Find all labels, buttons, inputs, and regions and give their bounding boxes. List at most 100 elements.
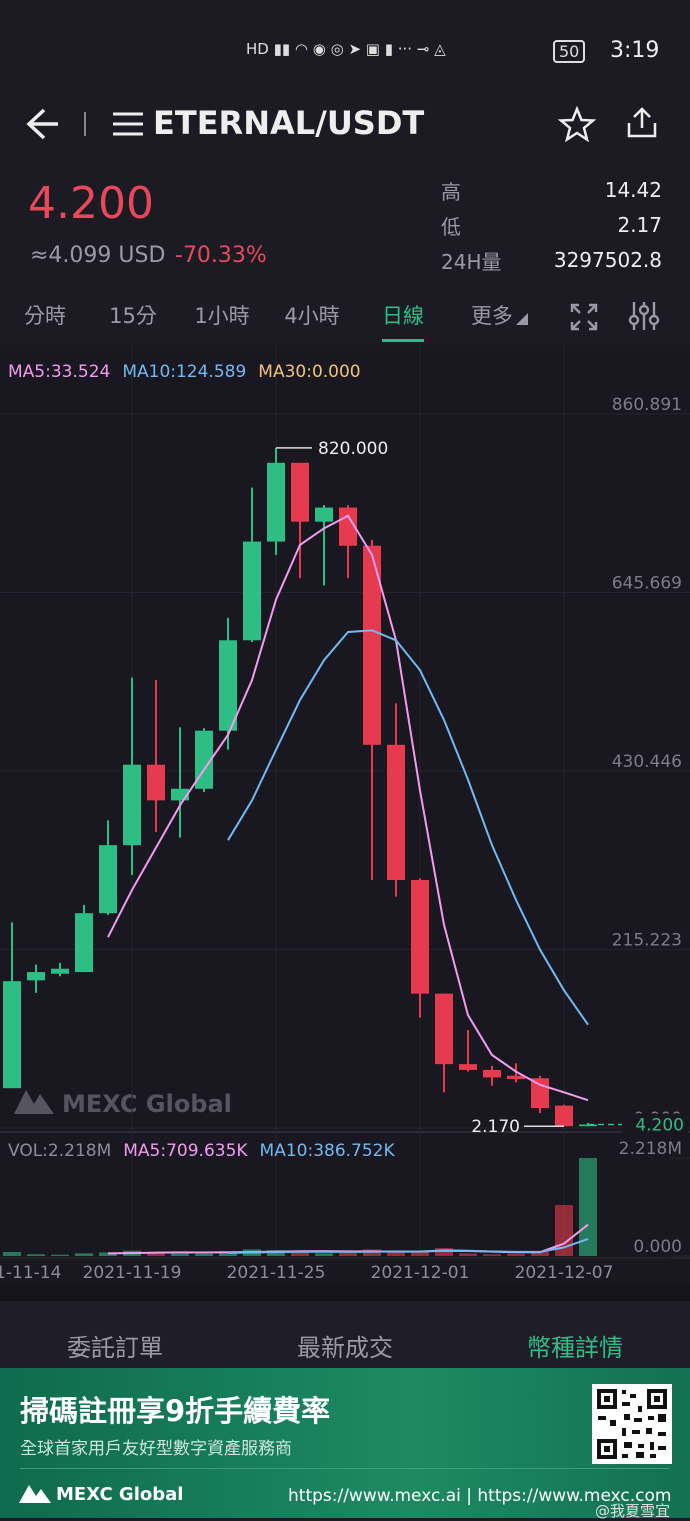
legend-entry: MA5:33.524 bbox=[8, 362, 110, 382]
legend-entry: MA30:0.000 bbox=[258, 362, 360, 382]
stat-value: 3297502.8 bbox=[553, 248, 662, 272]
volume-bar bbox=[339, 1252, 357, 1256]
kline-chart: MEXC Global 2021-11-14 2021-11-19 2021-11-… bbox=[0, 345, 690, 1285]
candle-body bbox=[3, 981, 21, 1089]
volume-bar bbox=[579, 1158, 597, 1256]
fullscreen-icon[interactable] bbox=[570, 303, 598, 331]
volume-bar bbox=[315, 1253, 333, 1256]
qr-code[interactable] bbox=[592, 1384, 672, 1464]
more-arrow bbox=[516, 313, 528, 325]
watermark: MEXC Global bbox=[14, 1090, 232, 1118]
bottom-tabs-bg bbox=[0, 1301, 690, 1368]
volume-bar bbox=[507, 1253, 525, 1256]
volume-title: VOL:2.218M bbox=[8, 1141, 111, 1161]
candle-body bbox=[555, 1105, 573, 1127]
candle-body bbox=[99, 845, 117, 914]
candle-body bbox=[387, 744, 405, 880]
candle-body bbox=[267, 462, 285, 542]
interval-tab[interactable]: 日線 bbox=[382, 300, 424, 342]
promo-banner[interactable]: 掃碼註冊享9折手續費率 全球首家用戶友好型數字資產服務商 MEXC Global… bbox=[0, 1368, 690, 1520]
candle-body bbox=[195, 730, 213, 789]
interval-tab[interactable]: 4小時 bbox=[284, 304, 340, 328]
y-tick-label: 215.223 bbox=[612, 930, 682, 950]
interval-tab[interactable]: 15分 bbox=[109, 304, 157, 328]
candle-body bbox=[243, 541, 261, 641]
candle-body bbox=[219, 640, 237, 731]
stat-value: 2.17 bbox=[617, 213, 662, 237]
y-tick-label: 860.891 bbox=[612, 395, 682, 415]
candle-body bbox=[171, 788, 189, 801]
banner-subtitle: 全球首家用戶友好型數字資產服務商 bbox=[20, 1439, 292, 1459]
volume-bar bbox=[411, 1252, 429, 1256]
volume-bar bbox=[75, 1253, 93, 1256]
x-tick-label: 2021-11-25 bbox=[227, 1263, 326, 1283]
y-tick-label: 645.669 bbox=[612, 573, 682, 593]
candle-body bbox=[435, 993, 453, 1065]
back-button[interactable] bbox=[24, 106, 64, 142]
last-price: 4.200 bbox=[28, 178, 154, 229]
vol-tick-label: 0.000 bbox=[633, 1237, 682, 1257]
clock: 3:19 bbox=[610, 38, 660, 63]
candle-body bbox=[123, 764, 141, 846]
y-tick-label: 430.446 bbox=[612, 752, 682, 772]
bottom-tab[interactable]: 幣種詳情 bbox=[527, 1334, 623, 1362]
candle-body bbox=[51, 968, 69, 974]
x-tick-label: 2021-12-07 bbox=[515, 1263, 614, 1283]
last-price-label: 4.200 bbox=[635, 1116, 684, 1136]
divider bbox=[84, 112, 86, 136]
candle-body bbox=[459, 1064, 477, 1070]
volume-bar bbox=[51, 1254, 69, 1256]
candle-body bbox=[579, 1124, 597, 1127]
favorite-icon[interactable] bbox=[558, 106, 596, 142]
watermark-text: MEXC Global bbox=[62, 1090, 232, 1118]
more-tab[interactable]: 更多 bbox=[471, 304, 513, 328]
change: -70.33% bbox=[175, 243, 267, 268]
volume-bar bbox=[435, 1248, 453, 1256]
stat-label: 高 bbox=[441, 180, 461, 204]
bottom-tab[interactable]: 委託訂單 bbox=[67, 1334, 163, 1362]
volume-bar bbox=[483, 1254, 501, 1256]
volume-bar bbox=[459, 1253, 477, 1256]
volume-bar bbox=[195, 1253, 213, 1256]
interval-tab[interactable]: 1小時 bbox=[194, 304, 250, 328]
candle-body bbox=[483, 1069, 501, 1078]
x-tick-label: 2021-12-01 bbox=[371, 1263, 470, 1283]
candle-body bbox=[315, 507, 333, 522]
legend-entry: MA10:386.752K bbox=[260, 1141, 396, 1161]
menu-icon[interactable] bbox=[111, 110, 145, 138]
high-label: 820.000 bbox=[318, 439, 388, 459]
share-icon[interactable] bbox=[624, 106, 660, 140]
volume-bar bbox=[27, 1254, 45, 1256]
banner-line bbox=[20, 1468, 670, 1469]
volume-bar bbox=[555, 1205, 573, 1256]
battery: 50 bbox=[553, 40, 586, 63]
candle-body bbox=[363, 545, 381, 745]
interval-tab[interactable]: 分時 bbox=[24, 304, 66, 328]
stat-label: 低 bbox=[441, 215, 461, 239]
low-label: 2.170 bbox=[471, 1117, 520, 1137]
weibo-mark: @我夏雪宜 bbox=[595, 1502, 671, 1520]
pair-title[interactable]: ETERNAL/USDT bbox=[153, 104, 425, 142]
tabs-gap bbox=[0, 1285, 690, 1301]
volume-bar bbox=[147, 1252, 165, 1256]
volume-bar bbox=[531, 1251, 549, 1256]
x-tick-label: 2021-11-14 bbox=[0, 1263, 61, 1283]
bottom-tab[interactable]: 最新成交 bbox=[297, 1334, 393, 1362]
status-icons: HD ▮▮ ◠ ◉ ◎ ➤ ▣ ▮ ··· ⊸ ◬ bbox=[246, 40, 446, 58]
brand-name: MEXC Global bbox=[56, 1484, 184, 1505]
legend-entry: MA10:124.589 bbox=[122, 362, 246, 382]
stat-value: 14.42 bbox=[604, 178, 662, 202]
banner-url: https://www.mexc.ai | https://www.mexc.c… bbox=[288, 1486, 672, 1506]
volume-bar bbox=[387, 1250, 405, 1256]
stat-label: 24H量 bbox=[441, 250, 502, 274]
x-tick-label: 2021-11-19 bbox=[83, 1263, 182, 1283]
settings-icon[interactable] bbox=[628, 300, 660, 332]
ma-line bbox=[107, 514, 589, 1102]
usd-price: ≈4.099 USD bbox=[30, 243, 166, 268]
volume-bar bbox=[99, 1252, 117, 1256]
candle-body bbox=[27, 972, 45, 981]
volume-bar bbox=[291, 1251, 309, 1256]
candle-body bbox=[411, 879, 429, 994]
candle-body bbox=[531, 1078, 549, 1109]
